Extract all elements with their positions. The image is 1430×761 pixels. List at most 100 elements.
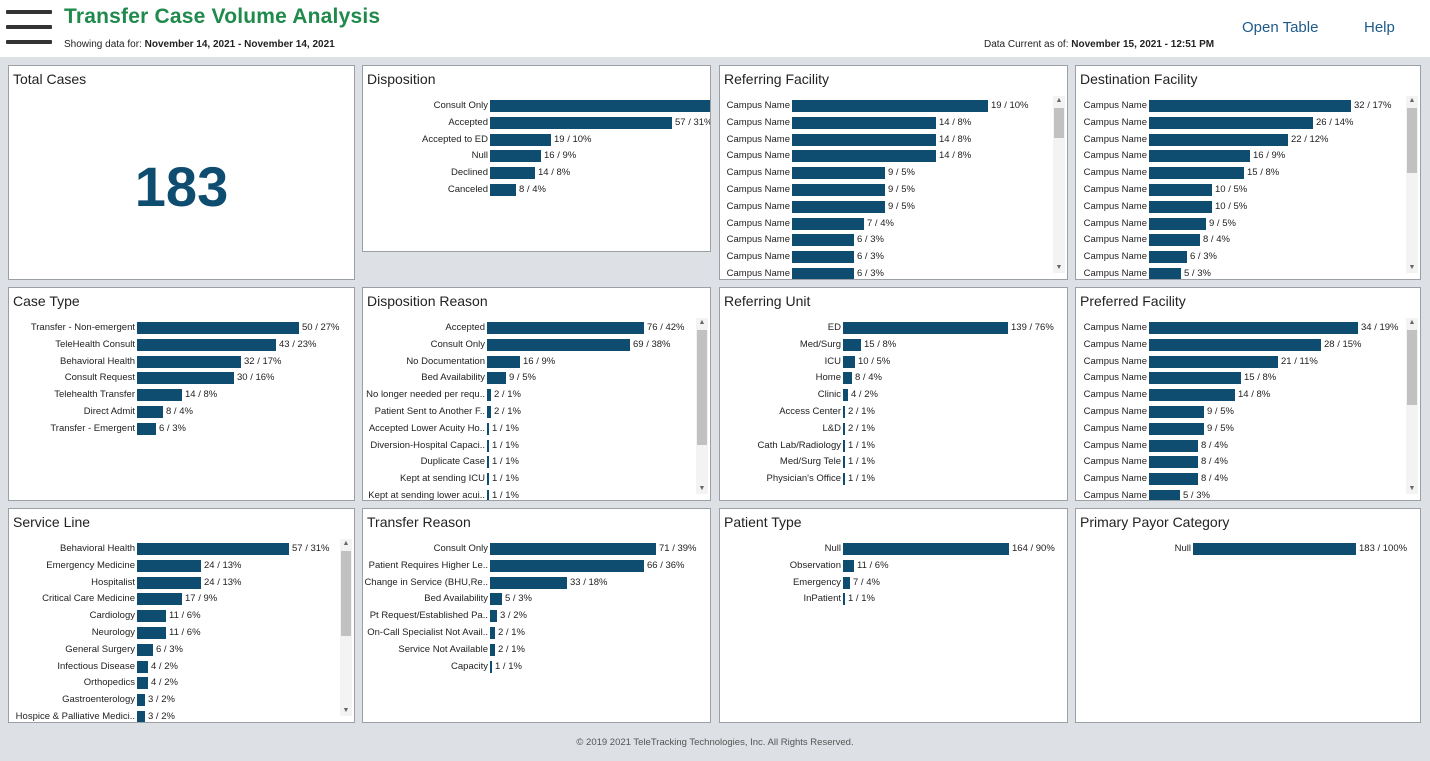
bar-row[interactable]: Declined 14 / 8% xyxy=(363,165,710,182)
bar[interactable] xyxy=(487,355,520,368)
bar-row[interactable]: General Surgery 6 / 3% xyxy=(9,642,354,659)
bar[interactable] xyxy=(792,167,885,180)
scroll-up-icon[interactable]: ▲ xyxy=(1055,97,1063,104)
bar[interactable] xyxy=(1149,133,1288,146)
bar[interactable] xyxy=(490,559,644,572)
bar-row[interactable]: Campus Name 7 / 4% xyxy=(720,216,1067,233)
bar-row[interactable]: Bed Availability 9 / 5% xyxy=(363,370,710,387)
bar-row[interactable]: Campus Name 6 / 3% xyxy=(1076,249,1420,266)
bar[interactable] xyxy=(490,543,656,555)
bar[interactable] xyxy=(487,456,489,469)
bar-row[interactable]: Patient Sent to Another F.. 2 / 1% xyxy=(363,404,710,421)
bar-row[interactable]: Home 8 / 4% xyxy=(720,370,1067,387)
bar[interactable] xyxy=(487,439,489,452)
panel-patient-type[interactable]: Patient Type Null 164 / 90% Observation 11 /… xyxy=(719,508,1068,723)
bar-row[interactable]: Campus Name 6 / 3% xyxy=(720,266,1067,279)
bar-row[interactable]: Null 16 / 9% xyxy=(363,148,710,165)
bar-row[interactable]: Consult Request 30 / 16% xyxy=(9,370,354,387)
bar-row[interactable]: Clinic 4 / 2% xyxy=(720,387,1067,404)
bar[interactable] xyxy=(1149,322,1358,334)
bar-row[interactable]: Accepted 57 / 31% xyxy=(363,115,710,132)
scroll-down-icon[interactable]: ▼ xyxy=(1408,485,1416,492)
bar-row[interactable]: Campus Name 8 / 4% xyxy=(1076,438,1420,455)
bar[interactable] xyxy=(1149,355,1278,368)
bar[interactable] xyxy=(843,372,852,385)
bar-row[interactable]: Campus Name 8 / 4% xyxy=(1076,471,1420,488)
bar[interactable] xyxy=(487,338,630,351)
bar[interactable] xyxy=(490,610,497,623)
bar-row[interactable]: Campus Name 15 / 8% xyxy=(1076,165,1420,182)
bar[interactable] xyxy=(487,372,506,385)
bar-row[interactable]: Campus Name 32 / 17% xyxy=(1076,98,1420,115)
bar[interactable] xyxy=(792,116,936,129)
bar[interactable] xyxy=(792,268,854,279)
bar[interactable] xyxy=(1149,268,1181,279)
panel-referring-unit[interactable]: Referring Unit ED 139 / 76% Med/Surg 15 / 8%… xyxy=(719,287,1068,501)
bar-row[interactable]: Pt Request/Established Pa.. 3 / 2% xyxy=(363,608,710,625)
bar-row[interactable]: Campus Name 21 / 11% xyxy=(1076,354,1420,371)
vertical-scrollbar[interactable]: ▲ ▼ xyxy=(340,539,352,716)
panel-total-cases[interactable]: Total Cases 183 xyxy=(8,65,355,280)
bar-row[interactable]: Hospice & Palliative Medici.. 3 / 2% xyxy=(9,709,354,722)
bar[interactable] xyxy=(1149,439,1198,452)
bar-row[interactable]: InPatient 1 / 1% xyxy=(720,591,1067,608)
bar-row[interactable]: Null 164 / 90% xyxy=(720,541,1067,558)
bar-row[interactable]: On-Call Specialist Not Avail.. 2 / 1% xyxy=(363,625,710,642)
panel-disposition-reason[interactable]: Disposition Reason Accepted 76 / 42% Consul… xyxy=(362,287,711,501)
bar[interactable] xyxy=(843,559,854,572)
bar-row[interactable]: Accepted 76 / 42% xyxy=(363,320,710,337)
bar[interactable] xyxy=(1149,150,1250,163)
help-link[interactable]: Help xyxy=(1364,19,1395,36)
bar-row[interactable]: Campus Name 5 / 3% xyxy=(1076,488,1420,500)
bar-row[interactable]: Campus Name 15 / 8% xyxy=(1076,370,1420,387)
bar[interactable] xyxy=(490,660,492,673)
scroll-up-icon[interactable]: ▲ xyxy=(342,540,350,547)
panel-transfer-reason[interactable]: Transfer Reason Consult Only 71 / 39% Patie… xyxy=(362,508,711,723)
bar[interactable] xyxy=(137,677,148,690)
bar-row[interactable]: Change in Service (BHU,Re.. 33 / 18% xyxy=(363,575,710,592)
bar-row[interactable]: Orthopedics 4 / 2% xyxy=(9,675,354,692)
bar[interactable] xyxy=(1149,100,1351,112)
bar-row[interactable]: Telehealth Transfer 14 / 8% xyxy=(9,387,354,404)
bar[interactable] xyxy=(137,660,148,673)
bar[interactable] xyxy=(490,627,495,639)
bar[interactable] xyxy=(843,576,850,589)
scroll-up-icon[interactable]: ▲ xyxy=(698,319,706,326)
panel-case-type[interactable]: Case Type Transfer - Non-emergent 50 / 27%… xyxy=(8,287,355,501)
bar[interactable] xyxy=(490,116,672,129)
bar[interactable] xyxy=(843,338,861,351)
bar-row[interactable]: Bed Availability 5 / 3% xyxy=(363,591,710,608)
bar-row[interactable]: Behavioral Health 32 / 17% xyxy=(9,354,354,371)
scroll-thumb[interactable] xyxy=(1054,108,1064,138)
scroll-thumb[interactable] xyxy=(697,330,707,445)
bar[interactable] xyxy=(843,543,1009,555)
bar-row[interactable]: Cath Lab/Radiology 1 / 1% xyxy=(720,438,1067,455)
bar-row[interactable]: Transfer - Emergent 6 / 3% xyxy=(9,421,354,438)
bar[interactable] xyxy=(843,422,845,435)
bar-row[interactable]: Transfer - Non-emergent 50 / 27% xyxy=(9,320,354,337)
bar[interactable] xyxy=(1149,406,1204,418)
bar[interactable] xyxy=(1149,184,1212,196)
bar[interactable] xyxy=(792,234,854,247)
bar-row[interactable]: No Documentation 16 / 9% xyxy=(363,354,710,371)
bar[interactable] xyxy=(1149,251,1187,264)
bar-row[interactable]: Service Not Available 2 / 1% xyxy=(363,642,710,659)
bar-row[interactable]: Med/Surg Tele 1 / 1% xyxy=(720,454,1067,471)
bar[interactable] xyxy=(1149,372,1241,385)
scroll-down-icon[interactable]: ▼ xyxy=(1055,264,1063,271)
bar-row[interactable]: Campus Name 14 / 8% xyxy=(720,148,1067,165)
bar[interactable] xyxy=(137,422,156,435)
bar[interactable] xyxy=(490,576,567,589)
bar[interactable] xyxy=(137,389,182,402)
bar[interactable] xyxy=(792,150,936,163)
bar-row[interactable]: Accepted to ED 19 / 10% xyxy=(363,132,710,149)
bar-row[interactable]: Capacity 1 / 1% xyxy=(363,659,710,676)
bar[interactable] xyxy=(843,322,1008,334)
bar[interactable] xyxy=(137,372,234,385)
bar-row[interactable]: Campus Name 5 / 3% xyxy=(1076,266,1420,279)
bar-row[interactable]: Campus Name 6 / 3% xyxy=(720,232,1067,249)
bar[interactable] xyxy=(137,694,145,707)
bar-row[interactable]: Hospitalist 24 / 13% xyxy=(9,575,354,592)
bar[interactable] xyxy=(137,627,166,639)
